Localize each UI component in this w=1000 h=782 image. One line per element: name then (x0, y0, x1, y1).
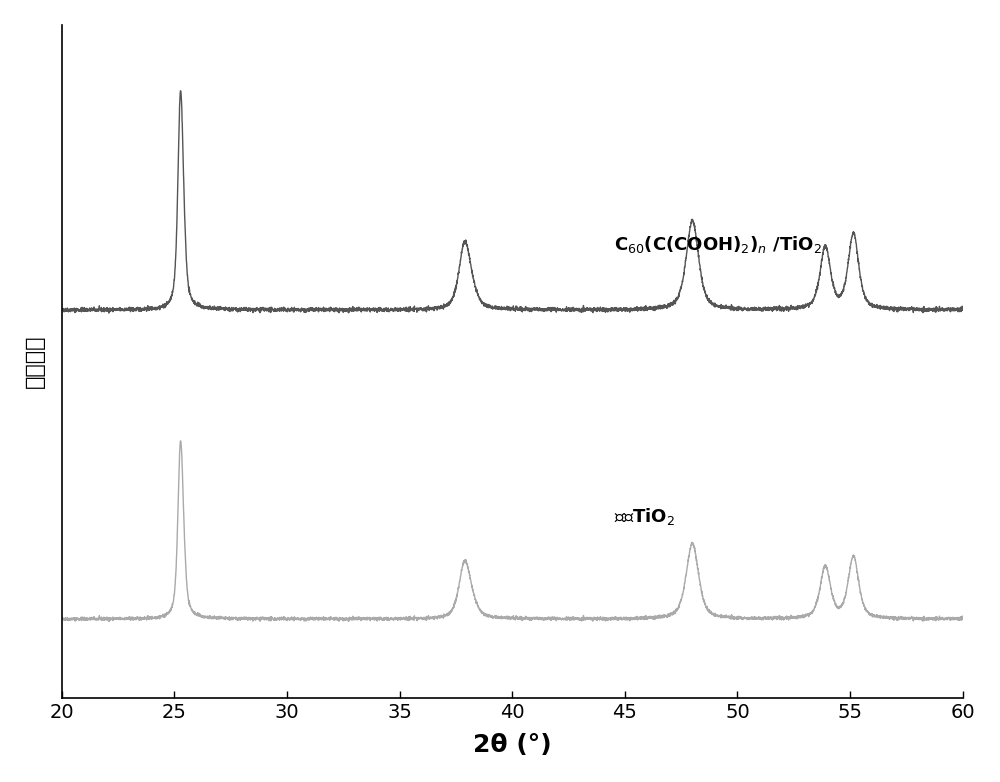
Text: 片状TiO$_{2}$: 片状TiO$_{2}$ (614, 505, 675, 526)
Text: C$_{60}$(C(COOH)$_{2}$)$_{n}$ /TiO$_{2}$: C$_{60}$(C(COOH)$_{2}$)$_{n}$ /TiO$_{2}$ (614, 235, 821, 255)
X-axis label: 2θ (°): 2θ (°) (473, 733, 551, 757)
Y-axis label: 衰射强度: 衰射强度 (25, 335, 45, 389)
